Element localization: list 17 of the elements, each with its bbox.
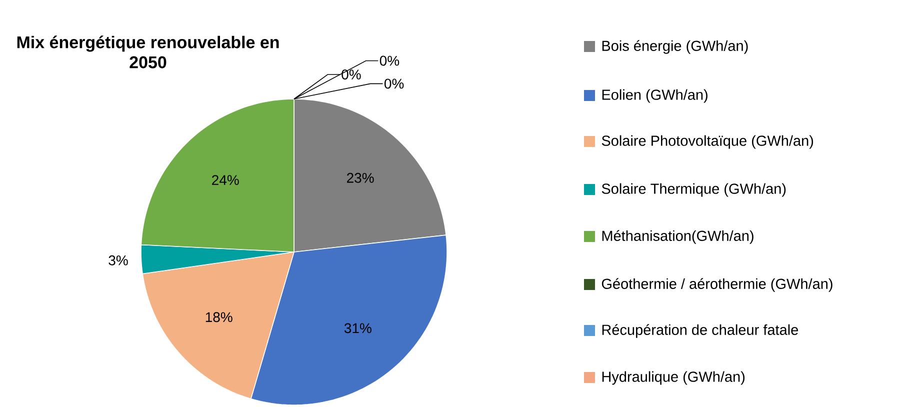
legend-label: Récupération de chaleur fatale — [602, 324, 798, 338]
legend-label: Eolien (GWh/an) — [602, 89, 708, 103]
data-label: 18% — [206, 312, 232, 322]
text: 0% — [380, 56, 400, 66]
data-label: 31% — [344, 323, 372, 334]
text: 0% — [384, 78, 404, 89]
legend-label: Hydraulique (GWh/an) — [602, 371, 745, 385]
legend-label: Bois énergie (GWh/an) — [602, 40, 748, 54]
chart-title: Mix énergétique renouvelable en 2050 — [17, 36, 279, 68]
data-label: 23% — [347, 172, 374, 183]
legend-label: Solaire Thermique (GWh/an) — [602, 183, 786, 197]
legend-label: Méthanisation(GWh/an) — [602, 230, 754, 244]
data-label: 3% — [108, 255, 128, 266]
legend-label: Géothermie / aérothermie (GWh/an) — [602, 278, 832, 292]
text: 0% — [342, 70, 361, 80]
legend-label: Solaire Photovoltaïque (GWh/an) — [602, 135, 814, 149]
data-label: 24% — [212, 175, 239, 185]
